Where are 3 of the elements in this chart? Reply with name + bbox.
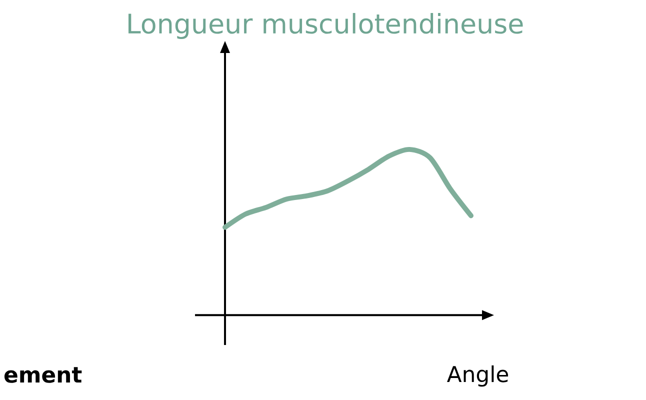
x-axis-title: Angle — [446, 365, 508, 387]
chart-title: Longueur musculotendineuse — [128, 12, 523, 40]
text: ement — [4, 367, 82, 383]
